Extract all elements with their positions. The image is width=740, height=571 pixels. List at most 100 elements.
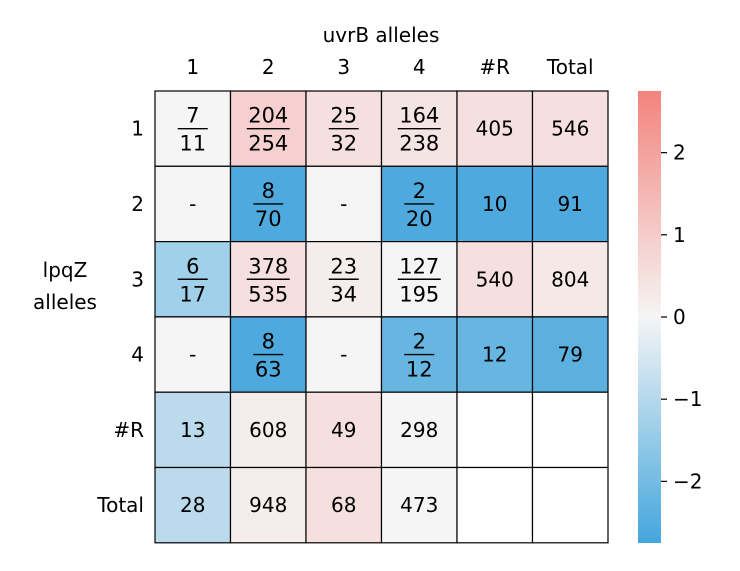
heatmap-cell: 79 [533,317,609,392]
heatmap-cell [533,392,609,467]
heatmap-cell: 711 [155,91,231,166]
heatmap-cell: 49 [306,392,382,467]
heatmap-cell: 870 [231,166,307,241]
row-tick-label: 4 [131,343,144,367]
cell-numerator: 2 [413,179,426,203]
heatmap-cell: 10 [457,166,533,241]
column-tick-label: 1 [186,55,199,79]
cell-numerator: 164 [399,104,439,128]
row-tick-label: Total [96,493,144,517]
cell-denominator: 34 [330,282,357,306]
cell-value: 91 [558,192,583,216]
cell-value: 948 [249,493,287,517]
colorbar-tick-label: −2 [673,469,702,493]
heatmap-cell: 948 [231,468,307,543]
cell-numerator: 25 [330,104,357,128]
colorbar-tick-label: 1 [673,223,686,247]
column-tick-label: 3 [337,55,350,79]
column-tick-label: 4 [413,55,426,79]
cell-denominator: 195 [399,282,439,306]
cell-background [533,392,609,467]
cell-value: - [340,192,347,216]
heatmap-cell: 804 [533,242,609,317]
cell-value: - [189,192,196,216]
cell-value: - [189,343,196,367]
cell-value: 28 [180,493,205,517]
heatmap-cell: 13 [155,392,231,467]
cell-denominator: 70 [255,207,282,231]
heatmap-cell: 28 [155,468,231,543]
row-tick-label: #R [113,418,144,442]
heatmap-cell: 546 [533,91,609,166]
cell-value: 79 [558,343,583,367]
cell-numerator: 8 [262,179,275,203]
cell-denominator: 20 [406,207,433,231]
heatmap-cell: 608 [231,392,307,467]
heatmap-cell: 12 [457,317,533,392]
colorbar-tick-label: 2 [673,141,686,165]
cell-denominator: 254 [248,132,288,156]
cell-numerator: 2 [413,330,426,354]
heatmap-cell: - [155,317,231,392]
heatmap-cell: 617 [155,242,231,317]
heatmap-cell: 204254 [231,91,307,166]
cell-denominator: 535 [248,282,288,306]
heatmap-cell: - [155,166,231,241]
cell-value: 405 [476,117,514,141]
row-tick-labels: 1 2 3 4 #R Total [96,117,144,518]
cell-value: 608 [249,418,287,442]
cell-background [457,468,533,543]
cell-denominator: 11 [179,132,206,156]
heatmap-cell: 220 [382,166,458,241]
colorbar: 2 1 0 −1 −2 [638,91,702,543]
heatmap-cell: 540 [457,242,533,317]
row-tick-label: 3 [131,267,144,291]
cell-value: 298 [400,418,438,442]
heatmap-cell: 473 [382,468,458,543]
cell-value: 540 [476,267,514,291]
cell-value: 68 [331,493,356,517]
cell-background [533,468,609,543]
cell-value: 49 [331,418,356,442]
cell-value: 12 [482,343,507,367]
row-axis-label-line1: lpqZ [43,258,88,282]
cell-numerator: 378 [248,254,288,278]
heatmap-cell [533,468,609,543]
column-tick-labels: 1 2 3 4 #R Total [186,55,593,79]
column-tick-label: #R [479,55,510,79]
cell-numerator: 127 [399,254,439,278]
cell-denominator: 32 [330,132,357,156]
cell-denominator: 17 [179,282,206,306]
cell-value: 13 [180,418,205,442]
row-axis-label-line2: alleles [33,290,97,314]
cell-denominator: 63 [255,358,282,382]
colorbar-gradient [638,91,661,543]
heatmap-cell: 298 [382,392,458,467]
cell-value: 473 [400,493,438,517]
heatmap-cell: 127195 [382,242,458,317]
colorbar-ticks: 2 1 0 −1 −2 [661,141,702,494]
column-tick-label: 2 [262,55,275,79]
heatmap-cell [457,468,533,543]
cell-value: 804 [551,267,589,291]
cell-value: 10 [482,192,507,216]
heatmap-cell [457,392,533,467]
heatmap-cell: - [306,166,382,241]
row-tick-label: 1 [131,117,144,141]
cell-denominator: 12 [406,358,433,382]
cell-numerator: 7 [186,104,199,128]
column-axis-label: uvrB alleles [323,23,440,47]
cell-background [457,392,533,467]
cell-numerator: 204 [248,104,288,128]
heatmap-cell: 91 [533,166,609,241]
cell-numerator: 8 [262,330,275,354]
heatmap-cell: 68 [306,468,382,543]
heatmap-cell: - [306,317,382,392]
cell-denominator: 238 [399,132,439,156]
